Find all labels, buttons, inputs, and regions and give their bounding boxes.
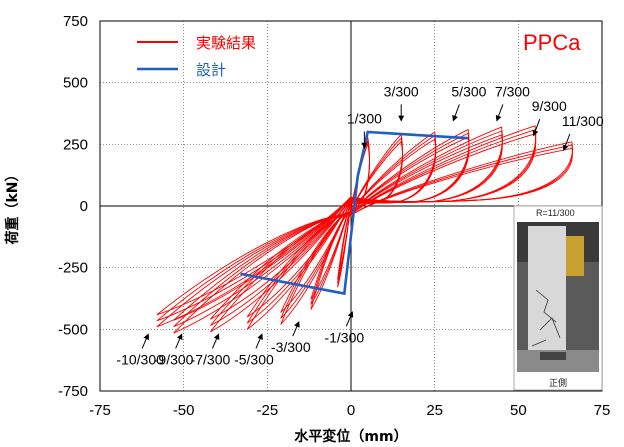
- drift-label-positive: 11/300: [562, 113, 604, 129]
- drift-label-negative: -5/300: [234, 351, 274, 367]
- x-tick-label: 0: [347, 402, 355, 419]
- drift-arrow: [562, 133, 571, 152]
- legend: 実験結果 設計: [137, 34, 256, 79]
- hysteresis-loops: [156, 125, 573, 334]
- y-tick-label: -250: [58, 260, 88, 277]
- y-tick-label: 500: [63, 75, 88, 92]
- design-line: [240, 130, 469, 296]
- drift-label-positive: 1/300: [347, 111, 382, 127]
- inset-floor: [517, 350, 599, 372]
- drift-label-negative: -9/300: [154, 351, 194, 367]
- x-tick-label: 25: [426, 402, 443, 419]
- y-tick-label: -500: [58, 321, 88, 338]
- inset-photo: R=11/300 正側: [513, 205, 603, 391]
- drift-label-positive: 3/300: [384, 83, 419, 99]
- x-tick-label: -25: [256, 402, 278, 419]
- x-axis-label: 水平変位（mm）: [294, 428, 407, 445]
- drift-arrow: [255, 333, 263, 349]
- legend-label-design: 設計: [196, 61, 226, 79]
- inset-base-plate: [540, 352, 566, 360]
- drift-arrow: [345, 311, 354, 327]
- x-tick-label: 50: [510, 402, 527, 419]
- drift-arrow: [292, 321, 300, 337]
- y-tick-label: 0: [80, 198, 88, 215]
- specimen-label: PPCa: [523, 30, 581, 55]
- drift-arrow: [495, 104, 504, 122]
- inset-top-label: R=11/300: [536, 208, 575, 218]
- x-tick-label: -50: [173, 402, 195, 419]
- y-tick-label: -750: [58, 383, 88, 400]
- drift-label-negative: -7/300: [191, 351, 231, 367]
- drift-arrow: [175, 333, 183, 349]
- inset-yellow-jack: [566, 236, 584, 276]
- drift-label-positive: 7/300: [495, 83, 530, 99]
- inset-bottom-label: 正側: [549, 377, 567, 388]
- drift-arrow: [532, 119, 541, 137]
- legend-label-experiment: 実験結果: [196, 34, 256, 52]
- drift-arrow: [452, 104, 460, 122]
- drift-label-negative: -3/300: [271, 339, 311, 355]
- x-tick-label: 75: [594, 402, 611, 419]
- x-tick-label: -75: [89, 402, 111, 419]
- hysteresis-cycle: [156, 147, 573, 316]
- y-axis-label: 荷重（kN）: [4, 167, 21, 245]
- drift-label-negative: -10/300: [116, 351, 164, 367]
- drift-arrow: [141, 333, 150, 349]
- inset-crack-lines: [531, 289, 561, 347]
- y-tick-label: 750: [63, 13, 88, 30]
- drift-label-positive: 5/300: [451, 83, 486, 99]
- y-tick-label: 250: [63, 136, 88, 153]
- drift-arrow: [211, 333, 220, 349]
- drift-label-negative: -1/300: [324, 329, 364, 345]
- drift-label-positive: 9/300: [532, 98, 567, 114]
